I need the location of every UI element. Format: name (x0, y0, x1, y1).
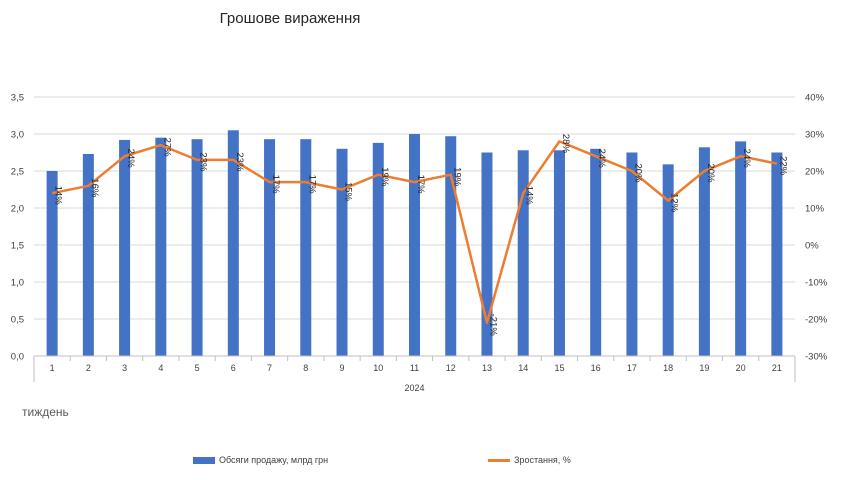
bar (155, 137, 167, 356)
bar (481, 152, 493, 356)
data-label: 16% (89, 178, 100, 198)
data-label: 23% (198, 152, 209, 172)
data-label: 14% (53, 186, 64, 206)
y-right-tick-label: -10% (805, 278, 828, 289)
y-left-tick-label: 3,5 (11, 93, 24, 104)
x-tick-label: 14 (518, 363, 528, 373)
y-left-tick-label: 0,0 (11, 352, 24, 363)
data-label: 24% (741, 149, 752, 169)
x-tick-label: 4 (158, 363, 163, 373)
y-left-tick-label: 2,0 (11, 204, 24, 215)
x-tick-label: 17 (627, 363, 637, 373)
x-tick-label: 5 (195, 363, 200, 373)
data-label: 14% (524, 186, 535, 206)
data-labels: 14% 16% 24% 27% 23% 23% 17% 17% 15% 19% 17% 19% -21%… (53, 134, 789, 336)
x-group-label: 2024 (404, 383, 424, 393)
x-tick-label: 7 (267, 363, 272, 373)
bar (191, 139, 203, 356)
y-left-tick-label: 0,5 (11, 315, 24, 326)
x-tick-label: 1 (50, 363, 55, 373)
y-left-tick-label: 1,5 (11, 241, 24, 252)
x-tick-label: 11 (410, 363, 419, 373)
bar (264, 139, 276, 356)
data-label: 15% (343, 182, 354, 202)
bar (300, 139, 312, 356)
bar (409, 134, 420, 356)
axes: 0,0 0,5 1,0 1,5 2,0 2,5 3,0 3,5 -30% -20% -10% 0% 10… (11, 93, 828, 394)
data-label: 19% (451, 167, 462, 187)
bar (517, 150, 529, 356)
data-label: 28% (560, 134, 571, 154)
data-label: 27% (161, 138, 172, 158)
legend-bar-label: Обсяги продажу, млрд грн (219, 455, 329, 465)
x-tick-label: 15 (554, 363, 564, 373)
y-right-tick-label: 10% (805, 204, 825, 215)
x-tick-label: 3 (122, 363, 127, 373)
growth-line (51, 140, 778, 324)
bar (590, 148, 602, 356)
x-tick-label: 16 (591, 363, 601, 373)
bar (227, 130, 239, 356)
data-label: 24% (125, 149, 136, 169)
data-label: 24% (596, 149, 607, 169)
x-tick-label: 20 (736, 363, 746, 373)
bar (771, 152, 783, 356)
legend-item-line: Зростання, % (488, 455, 571, 465)
bar-series (46, 130, 783, 356)
bar (82, 153, 94, 356)
x-tick-label: 10 (373, 363, 383, 373)
bar (119, 139, 131, 356)
bar (445, 136, 457, 356)
bar (553, 150, 565, 356)
data-label: 23% (234, 152, 245, 172)
x-tick-label: 13 (482, 363, 492, 373)
y-left-tick-label: 1,0 (11, 278, 24, 289)
bar (698, 147, 710, 356)
data-label: 17% (270, 175, 281, 195)
bar (662, 164, 674, 356)
line-series (51, 140, 778, 324)
bar (46, 171, 58, 356)
data-label: 17% (415, 175, 426, 195)
bar (626, 152, 638, 356)
y-right-tick-label: 30% (805, 130, 825, 141)
x-tick-label: 8 (303, 363, 308, 373)
bar (372, 142, 384, 356)
legend-bar-swatch (193, 456, 215, 464)
data-label: -21% (487, 314, 498, 337)
x-tick-label: 12 (446, 363, 456, 373)
data-label: 17% (306, 175, 317, 195)
y-left-tick-label: 2,5 (11, 167, 24, 178)
data-label: 20% (632, 163, 643, 183)
data-label: 20% (705, 163, 716, 183)
data-label: 22% (777, 156, 788, 176)
y-left-tick-label: 3,0 (11, 130, 24, 141)
x-tick-label: 9 (340, 363, 345, 373)
x-tick-label: 18 (663, 363, 673, 373)
y-right-tick-label: 20% (805, 167, 825, 178)
y-right-tick-label: 40% (805, 93, 825, 104)
y-right-tick-label: -20% (805, 315, 828, 326)
x-axis-title: тиждень (22, 405, 69, 419)
legend-line-label: Зростання, % (514, 455, 571, 465)
x-tick-label: 19 (699, 363, 709, 373)
bar (735, 141, 747, 356)
chart-title: Грошове вираження (219, 10, 361, 27)
legend-item-bars: Обсяги продажу, млрд грн (193, 455, 328, 465)
y-right-tick-label: -30% (805, 352, 828, 363)
data-label: 19% (379, 167, 390, 187)
data-label: 12% (669, 193, 680, 213)
y-right-tick-label: 0% (805, 241, 819, 252)
bar (336, 148, 348, 356)
x-tick-label: 21 (772, 363, 782, 373)
x-tick-label: 6 (231, 363, 236, 373)
legend-line-swatch (488, 458, 510, 462)
x-tick-label: 2 (86, 363, 91, 373)
